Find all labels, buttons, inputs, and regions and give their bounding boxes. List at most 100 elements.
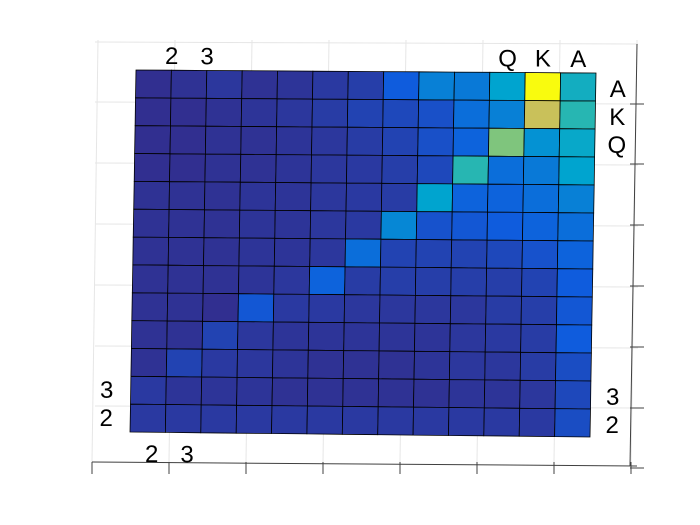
heatmap-cell bbox=[522, 183, 560, 214]
heatmap-cell bbox=[381, 127, 419, 157]
heatmap-cell bbox=[167, 264, 204, 294]
column-label-top: 3 bbox=[200, 43, 213, 70]
heatmap-cell bbox=[238, 237, 276, 267]
heatmap-cells bbox=[129, 69, 597, 438]
heatmap-cell bbox=[453, 99, 490, 129]
column-label-bottom: 2 bbox=[145, 441, 158, 468]
heatmap-cell bbox=[345, 210, 382, 240]
grid-line-vertical bbox=[91, 39, 99, 463]
heatmap-cell bbox=[205, 70, 243, 100]
heatmap-cell bbox=[275, 126, 313, 156]
heatmap-cell bbox=[169, 153, 206, 183]
row-label-left: 3 bbox=[100, 377, 113, 404]
heatmap-cell bbox=[448, 351, 486, 381]
heatmap-cell bbox=[130, 348, 168, 378]
heatmap-cell bbox=[203, 209, 241, 239]
heatmap-cell bbox=[309, 238, 346, 268]
heatmap-cell bbox=[524, 72, 562, 102]
heatmap-cell bbox=[379, 294, 416, 324]
heatmap-cell bbox=[344, 266, 381, 296]
heatmap-cell bbox=[412, 406, 450, 436]
row-label-right: A bbox=[610, 76, 626, 103]
heatmap-cell bbox=[272, 293, 310, 323]
column-label-top: 2 bbox=[165, 43, 178, 70]
heatmap-cell bbox=[202, 265, 240, 295]
heatmap-cell bbox=[201, 320, 239, 350]
heatmap-cell bbox=[559, 100, 596, 130]
y-axis-line bbox=[629, 43, 638, 467]
heatmap-cell bbox=[346, 126, 384, 156]
heatmap-cell bbox=[240, 98, 278, 128]
heatmap-cell bbox=[344, 238, 382, 268]
heatmap-cell bbox=[342, 350, 380, 380]
heatmap-cell bbox=[167, 236, 205, 267]
heatmap-cell bbox=[416, 183, 454, 213]
heatmap-cell bbox=[382, 99, 420, 129]
heatmap-cell bbox=[488, 71, 526, 101]
heatmap-cell bbox=[520, 323, 557, 354]
heatmap-cell bbox=[306, 405, 344, 435]
heatmap-cell bbox=[237, 321, 274, 351]
heatmap-cell bbox=[133, 180, 170, 210]
heatmap-cell bbox=[201, 348, 238, 378]
heatmap-cell bbox=[555, 352, 592, 382]
heatmap-cell bbox=[235, 404, 273, 434]
heatmap-cell bbox=[276, 98, 313, 128]
heatmap-cell bbox=[557, 212, 595, 242]
heatmap-cell bbox=[523, 100, 561, 130]
heatmap-cell bbox=[131, 292, 169, 322]
heatmap-cell bbox=[556, 268, 594, 298]
heatmap-cell bbox=[485, 295, 522, 325]
heatmap-cell bbox=[519, 351, 557, 382]
heatmap-cell bbox=[308, 266, 346, 296]
heatmap-cell bbox=[133, 153, 171, 183]
column-label-bottom: 3 bbox=[180, 442, 193, 469]
heatmap-cell bbox=[204, 125, 242, 155]
heatmap-cell bbox=[418, 71, 455, 101]
heatmap-cell bbox=[417, 127, 454, 157]
heatmap-cell bbox=[312, 70, 349, 100]
heatmap-cell bbox=[518, 407, 556, 438]
heatmap-cell bbox=[166, 320, 204, 350]
heatmap-cell bbox=[556, 240, 594, 270]
heatmap-cell bbox=[134, 125, 171, 155]
heatmap-cell bbox=[417, 99, 455, 129]
heatmap-cell bbox=[272, 321, 310, 351]
heatmap-cell bbox=[236, 376, 273, 407]
heatmap-cell bbox=[309, 210, 347, 240]
heatmap-cell bbox=[169, 125, 207, 155]
heatmap-cell bbox=[168, 209, 205, 239]
heatmap-cell bbox=[559, 72, 597, 102]
heatmap-cell bbox=[130, 320, 168, 350]
heatmap-cell bbox=[238, 265, 275, 295]
heatmap-cell bbox=[271, 377, 309, 407]
heatmap-cell bbox=[170, 97, 207, 127]
heatmap-cell bbox=[132, 208, 170, 238]
heatmap-cell bbox=[554, 408, 591, 438]
heatmap-cell bbox=[556, 296, 593, 326]
heatmap-cell bbox=[129, 403, 167, 433]
heatmap-cell bbox=[378, 322, 416, 352]
heatmap-cell bbox=[273, 265, 311, 295]
heatmap-cell bbox=[450, 267, 488, 297]
heatmap-cell bbox=[415, 211, 453, 241]
heatmap-cell bbox=[488, 127, 525, 157]
heatmap-cell bbox=[130, 375, 167, 405]
heatmap-cell bbox=[520, 295, 558, 326]
heatmap-cell bbox=[346, 154, 383, 184]
heatmap-cell bbox=[413, 378, 450, 408]
heatmap-cell bbox=[380, 238, 417, 268]
heatmap-cell bbox=[274, 182, 312, 212]
heatmap-cell bbox=[448, 379, 486, 409]
heatmap-cell bbox=[203, 237, 240, 267]
heatmap-cell bbox=[204, 153, 242, 183]
heatmap-cell bbox=[415, 239, 453, 269]
column-label-top: Q bbox=[498, 45, 517, 72]
heatmap-cell bbox=[134, 97, 172, 127]
heatmap-cell bbox=[449, 295, 487, 325]
heatmap-cell bbox=[483, 379, 521, 409]
heatmap-cell bbox=[202, 292, 239, 323]
heatmap-cell bbox=[308, 293, 346, 324]
heatmap-cell bbox=[239, 181, 277, 211]
